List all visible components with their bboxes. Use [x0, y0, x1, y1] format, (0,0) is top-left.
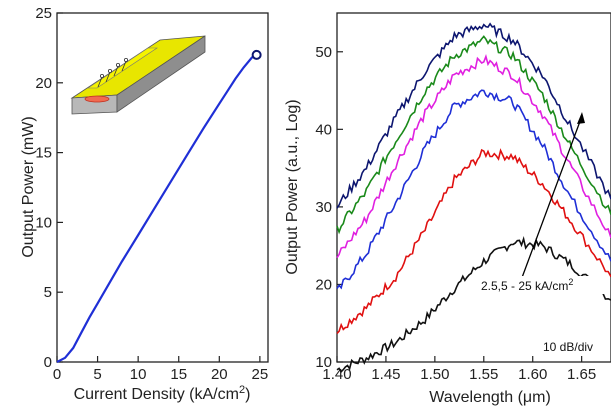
right-series-group	[336, 22, 611, 373]
device-ridge	[87, 47, 158, 89]
right-x-axis-label: Wavelength (μm)	[429, 389, 551, 406]
left-x-tick-label: 15	[170, 366, 187, 383]
right-chart: 10 20 30 40 50 1.40 1.45 1.50 1.55 1.60 1.65 2.5,…	[284, 12, 611, 406]
left-y-tick-label: 0	[44, 354, 52, 371]
right-x-ticks: 1.40 1.45 1.50 1.55 1.60 1.65	[322, 356, 596, 383]
right-y-tick-label: 50	[315, 44, 332, 61]
left-endpoint-marker	[251, 49, 262, 60]
left-x-tick-label: 20	[211, 366, 228, 383]
right-y-ticks: 10 20 30 40 50	[315, 44, 343, 371]
right-x-tick-label: 1.55	[469, 366, 498, 383]
left-y-tick-label: 15	[35, 145, 52, 162]
left-x-axis-label: Current Density (kA/cm2)	[74, 384, 251, 403]
left-y-tick-label: 10	[35, 214, 52, 231]
left-y-axis-label: Output Power (mW)	[20, 116, 37, 257]
right-plot-frame	[336, 12, 611, 363]
left-x-ticks: 0 5 10 15 20 25	[53, 356, 268, 383]
spectrum-line-6	[336, 22, 611, 209]
spectrum-line-5	[336, 35, 611, 235]
right-x-tick-label: 1.60	[518, 366, 547, 383]
spectrum-line-4	[336, 53, 611, 259]
right-y-tick-label: 10	[315, 354, 332, 371]
annotation-arrow	[519, 115, 583, 284]
wire-bonds	[97, 58, 129, 88]
left-y-tick-label: 20	[35, 75, 52, 92]
left-x-tick-label: 5	[93, 366, 101, 383]
spectrum-line-1	[336, 235, 611, 373]
spectrum-line-2	[336, 148, 611, 335]
right-y-tick-label: 30	[315, 199, 332, 216]
annotation-backdrop	[479, 276, 609, 294]
annotation-arrowhead	[577, 112, 585, 124]
laser-device-inset	[70, 35, 206, 115]
right-y-tick-label: 20	[315, 276, 332, 293]
right-y-axis-label: Output Power (a.u., Log)	[284, 99, 301, 274]
right-x-tick-label: 1.50	[420, 366, 449, 383]
right-x-tick-label: 1.45	[371, 366, 400, 383]
left-x-tick-label: 0	[53, 366, 61, 383]
scale-note: 10 dB/div	[543, 340, 593, 354]
right-x-tick-label: 1.40	[322, 366, 351, 383]
right-y-tick-label: 40	[315, 121, 332, 138]
left-x-tick-label: 10	[130, 366, 147, 383]
device-side-face	[116, 35, 206, 113]
right-x-tick-label: 1.65	[567, 366, 596, 383]
left-plot-frame	[56, 12, 269, 363]
left-series-line	[56, 52, 258, 363]
left-x-tick-label: 25	[252, 366, 269, 383]
left-y-tick-label: 25	[35, 5, 52, 22]
device-active-region	[84, 95, 110, 103]
current-range-annotation: 2.5,5 - 25 kA/cm2	[481, 277, 573, 293]
left-y-tick-label: 5	[44, 284, 52, 301]
spectrum-line-3	[336, 89, 611, 290]
left-y-ticks: 0 5 10 15 20 25	[35, 5, 63, 371]
